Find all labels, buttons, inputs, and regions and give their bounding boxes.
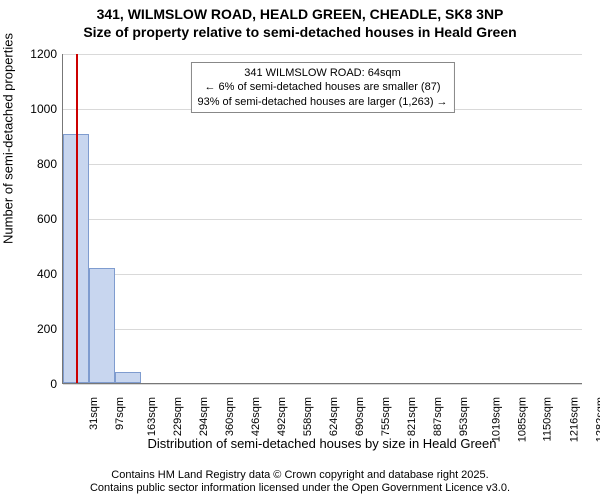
chart-area: Number of semi-detached properties 02004… xyxy=(0,44,600,444)
x-axis-title: Distribution of semi-detached houses by … xyxy=(62,436,582,451)
annotation-line-3: 93% of semi-detached houses are larger (… xyxy=(197,95,447,109)
gridline xyxy=(63,384,582,385)
title-line-1: 341, WILMSLOW ROAD, HEALD GREEN, CHEADLE… xyxy=(0,6,600,24)
y-axis-label: Number of semi-detached properties xyxy=(1,33,16,244)
gridline xyxy=(63,329,582,330)
chart-title: 341, WILMSLOW ROAD, HEALD GREEN, CHEADLE… xyxy=(0,0,600,41)
x-tick-label: 229sqm xyxy=(172,397,184,436)
footer-attribution: Contains HM Land Registry data © Crown c… xyxy=(0,469,600,497)
y-tick-label: 600 xyxy=(37,212,57,226)
gridline xyxy=(63,164,582,165)
gridline xyxy=(63,274,582,275)
histogram-bar xyxy=(115,372,141,383)
gridline xyxy=(63,219,582,220)
x-tick-label: 821sqm xyxy=(406,397,418,436)
y-tick-label: 1200 xyxy=(30,47,57,61)
footer-line-1: Contains HM Land Registry data © Crown c… xyxy=(0,469,600,483)
x-tick-label: 492sqm xyxy=(276,397,288,436)
x-tick-label: 755sqm xyxy=(380,397,392,436)
histogram-bar xyxy=(89,268,115,384)
y-tick-label: 0 xyxy=(50,377,57,391)
gridline xyxy=(63,54,582,55)
x-tick-label: 426sqm xyxy=(250,397,262,436)
title-line-2: Size of property relative to semi-detach… xyxy=(0,24,600,42)
y-tick-label: 400 xyxy=(37,267,57,281)
annotation-line-1: 341 WILMSLOW ROAD: 64sqm xyxy=(197,66,447,80)
footer-line-2: Contains public sector information licen… xyxy=(0,482,600,496)
x-tick-label: 163sqm xyxy=(146,397,158,436)
x-tick-label: 31sqm xyxy=(88,397,100,430)
y-tick-label: 800 xyxy=(37,157,57,171)
x-tick-label: 1150sqm xyxy=(541,397,553,441)
x-tick-label: 97sqm xyxy=(114,397,126,430)
annotation-box: 341 WILMSLOW ROAD: 64sqm ← 6% of semi-de… xyxy=(190,62,454,113)
property-marker-line xyxy=(76,54,78,383)
x-tick-label: 690sqm xyxy=(354,397,366,436)
plot-region: 02004006008001000120031sqm97sqm163sqm229… xyxy=(62,54,582,384)
x-tick-label: 887sqm xyxy=(432,397,444,436)
y-tick-label: 200 xyxy=(37,322,57,336)
y-tick-label: 1000 xyxy=(30,102,57,116)
x-tick-label: 953sqm xyxy=(458,397,470,436)
x-tick-label: 1282sqm xyxy=(594,397,600,442)
x-tick-label: 360sqm xyxy=(224,397,236,436)
x-tick-label: 624sqm xyxy=(328,397,340,436)
annotation-line-2: ← 6% of semi-detached houses are smaller… xyxy=(197,80,447,94)
x-tick-label: 558sqm xyxy=(302,397,314,436)
x-tick-label: 294sqm xyxy=(198,397,210,436)
